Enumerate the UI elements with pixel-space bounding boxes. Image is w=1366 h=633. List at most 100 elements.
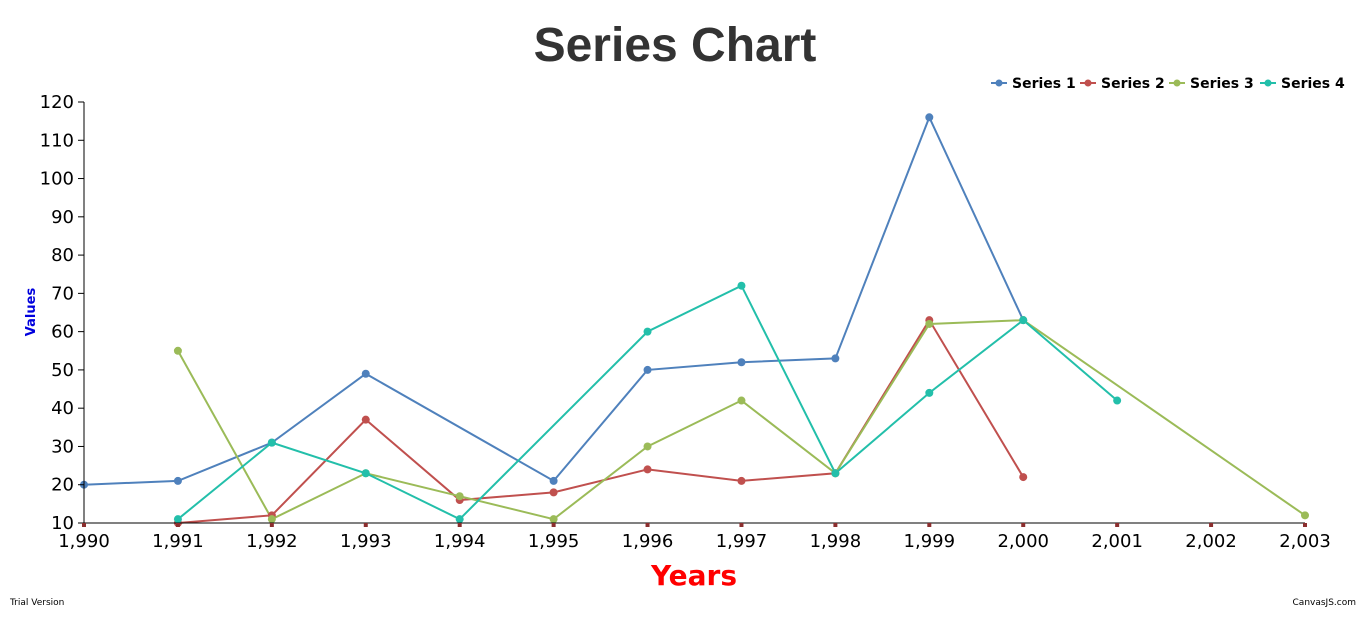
- series-3-point[interactable]: [549, 515, 558, 524]
- legend-label: Series 3: [1190, 76, 1254, 92]
- x-tick-mark: [1021, 523, 1026, 527]
- y-tick-label: 10: [51, 513, 74, 534]
- series-4-point[interactable]: [643, 327, 652, 336]
- y-tick-label: 20: [51, 475, 74, 496]
- series-1-point[interactable]: [549, 476, 558, 485]
- y-tick-label: 30: [51, 436, 74, 457]
- x-tick-mark: [739, 523, 744, 527]
- x-tick-label: 1,993: [340, 531, 392, 552]
- x-tick-label: 2,000: [997, 531, 1049, 552]
- x-tick-label: 2,002: [1185, 531, 1237, 552]
- y-tick-label: 110: [40, 130, 74, 151]
- series-1-point[interactable]: [361, 369, 370, 378]
- legend-dot-marker: [995, 79, 1003, 87]
- series-4-point[interactable]: [1019, 316, 1028, 325]
- y-tick-label: 80: [51, 245, 74, 266]
- series-3-point[interactable]: [267, 515, 276, 524]
- x-tick-label: 1,999: [904, 531, 956, 552]
- series-1-line: [83, 114, 1025, 486]
- x-tick-label: 1,992: [246, 531, 298, 552]
- series-3-point[interactable]: [455, 492, 464, 501]
- series-4-point[interactable]: [737, 281, 746, 290]
- chart-title: Series Chart: [534, 19, 817, 72]
- legend-label: Series 1: [1012, 76, 1076, 92]
- y-tick-label: 70: [51, 283, 74, 304]
- x-tick-label: 1,996: [622, 531, 674, 552]
- x-tick-mark: [1303, 523, 1307, 527]
- canvasjs-credit-link[interactable]: CanvasJS.com: [1293, 598, 1356, 608]
- plot-area: [80, 113, 1309, 527]
- series-lines: [83, 114, 1306, 524]
- x-tick-label: 2,001: [1091, 531, 1143, 552]
- series-4-point[interactable]: [1113, 396, 1122, 405]
- series-3-line: [177, 319, 1306, 521]
- x-tick-mark: [175, 523, 180, 527]
- y-tick-label: 40: [51, 398, 74, 419]
- y-axis-label: Values: [24, 288, 39, 337]
- y-tick-label: 50: [51, 360, 74, 381]
- series-2-point[interactable]: [549, 488, 558, 497]
- series-3-point[interactable]: [643, 442, 652, 451]
- x-tick-mark: [1209, 523, 1214, 527]
- x-tick-mark: [645, 523, 650, 527]
- series-3-point[interactable]: [925, 319, 934, 328]
- series-4-line: [177, 284, 1118, 521]
- series-2-point[interactable]: [737, 476, 746, 485]
- trial-version-text: Trial Version: [9, 598, 64, 608]
- series-4-point[interactable]: [455, 515, 464, 524]
- series-4-point[interactable]: [831, 469, 840, 478]
- y-tick-label: 60: [51, 322, 74, 343]
- series-2-point[interactable]: [361, 415, 370, 424]
- series-4-point[interactable]: [267, 438, 276, 447]
- legend-dot-marker: [1084, 79, 1092, 87]
- series-3-point[interactable]: [1301, 511, 1309, 520]
- x-tick-mark: [363, 523, 368, 527]
- legend-label: Series 4: [1281, 76, 1345, 92]
- series-3-point[interactable]: [737, 396, 746, 405]
- x-tick-label: 2,003: [1279, 531, 1331, 552]
- x-tick-mark: [551, 523, 556, 527]
- series-3-point[interactable]: [173, 346, 182, 355]
- y-tick-label: 100: [40, 169, 74, 190]
- x-tick-label: 1,998: [810, 531, 862, 552]
- x-tick-mark: [1115, 523, 1120, 527]
- series-2-point[interactable]: [643, 465, 652, 474]
- x-tick-label: 1,995: [528, 531, 580, 552]
- x-axis-ticks: 1,990 1,991 1,992 1,993 1,994 1,995 1,996 1,997…: [58, 523, 1331, 552]
- x-tick-label: 1,994: [434, 531, 486, 552]
- legend[interactable]: Series 1 Series 2 Series 3 Series 4: [991, 76, 1345, 92]
- series-1-point[interactable]: [925, 113, 934, 122]
- legend-dot-marker: [1173, 79, 1181, 87]
- x-tick-label: 1,991: [152, 531, 204, 552]
- series-2-point[interactable]: [1019, 473, 1028, 482]
- x-tick-mark: [82, 523, 86, 527]
- series-points: [80, 113, 1309, 527]
- legend-item-series-2[interactable]: Series 2: [1080, 76, 1165, 92]
- y-axis-ticks: 10 20 30 40 50 60 70 80 90 100 110 120: [40, 92, 84, 534]
- series-4-point[interactable]: [173, 515, 182, 524]
- series-1-point[interactable]: [831, 354, 840, 363]
- series-1-point[interactable]: [643, 365, 652, 374]
- x-tick-mark: [457, 523, 462, 527]
- x-tick-mark: [833, 523, 838, 527]
- series-2-line: [177, 318, 1025, 524]
- legend-item-series-1[interactable]: Series 1: [991, 76, 1076, 92]
- legend-item-series-3[interactable]: Series 3: [1169, 76, 1254, 92]
- series-1-point[interactable]: [737, 358, 746, 367]
- series-4-point[interactable]: [925, 388, 934, 397]
- legend-item-series-4[interactable]: Series 4: [1260, 76, 1345, 92]
- x-tick-label: 1,990: [58, 531, 110, 552]
- x-tick-mark: [927, 523, 932, 527]
- x-tick-label: 1,997: [716, 531, 768, 552]
- series-4-point[interactable]: [361, 469, 370, 478]
- legend-dot-marker: [1264, 79, 1272, 87]
- series-1-point[interactable]: [173, 476, 182, 485]
- y-tick-label: 90: [51, 207, 74, 228]
- x-axis-label: Years: [650, 559, 737, 592]
- y-tick-label: 120: [40, 92, 74, 113]
- x-tick-mark: [269, 523, 274, 527]
- legend-label: Series 2: [1101, 76, 1165, 92]
